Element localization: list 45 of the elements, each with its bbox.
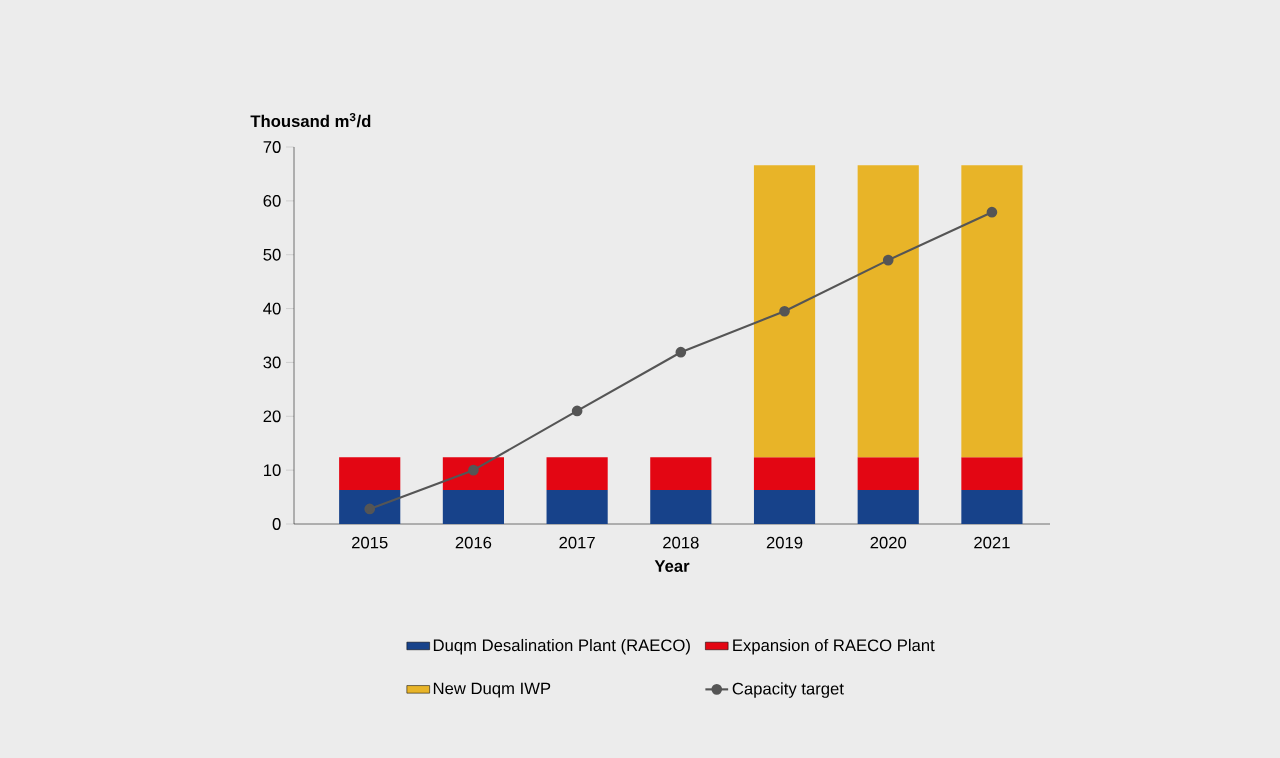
bar xyxy=(546,490,608,524)
y-axis-title: Thousand m$^{3}$/d xyxy=(250,112,371,128)
bar xyxy=(442,457,505,491)
x-tick-label: 2019 xyxy=(766,536,803,549)
point xyxy=(986,206,998,218)
bar xyxy=(442,490,505,524)
y-tick-label: 0 xyxy=(272,518,281,530)
bar xyxy=(650,490,712,524)
bar xyxy=(546,457,608,491)
point xyxy=(571,405,583,417)
x-tick-label: 2015 xyxy=(352,536,388,549)
bar xyxy=(753,165,816,458)
bar xyxy=(961,490,1023,524)
legend-label: Capacity target xyxy=(732,682,844,698)
y-tick-label: 20 xyxy=(263,410,281,423)
point xyxy=(468,464,479,476)
y-tick-label: 30 xyxy=(263,356,281,369)
y-tick-label: 60 xyxy=(263,194,281,207)
bar xyxy=(650,457,712,491)
x-tick-label: 2020 xyxy=(870,536,907,549)
bar xyxy=(753,490,816,524)
legend-label: New Duqm IWP xyxy=(433,682,551,698)
bar xyxy=(961,165,1023,458)
x-tick-label: 2017 xyxy=(559,536,595,549)
legend-label: Duqm Desalination Plant (RAECO) xyxy=(433,638,690,655)
x-tick-label: 2021 xyxy=(974,536,1010,549)
point xyxy=(675,346,687,358)
bar xyxy=(753,457,816,491)
y-tick-label: 50 xyxy=(263,248,281,261)
point xyxy=(882,254,894,266)
bar xyxy=(339,457,401,491)
x-tick-label: 2018 xyxy=(663,536,699,549)
y-tick-label: 10 xyxy=(264,464,281,477)
legend-label: Expansion of RAECO Plant xyxy=(733,638,935,655)
bar xyxy=(857,165,919,458)
bar xyxy=(857,490,919,524)
y-tick-label: 70 xyxy=(263,141,281,153)
point xyxy=(364,503,376,515)
bar xyxy=(339,490,401,524)
point xyxy=(779,305,790,317)
y-tick-label: 40 xyxy=(263,302,281,315)
bar xyxy=(961,457,1023,491)
x-axis-title: Year xyxy=(654,560,690,572)
x-tick-label: 2016 xyxy=(455,536,492,549)
bar xyxy=(857,457,919,491)
